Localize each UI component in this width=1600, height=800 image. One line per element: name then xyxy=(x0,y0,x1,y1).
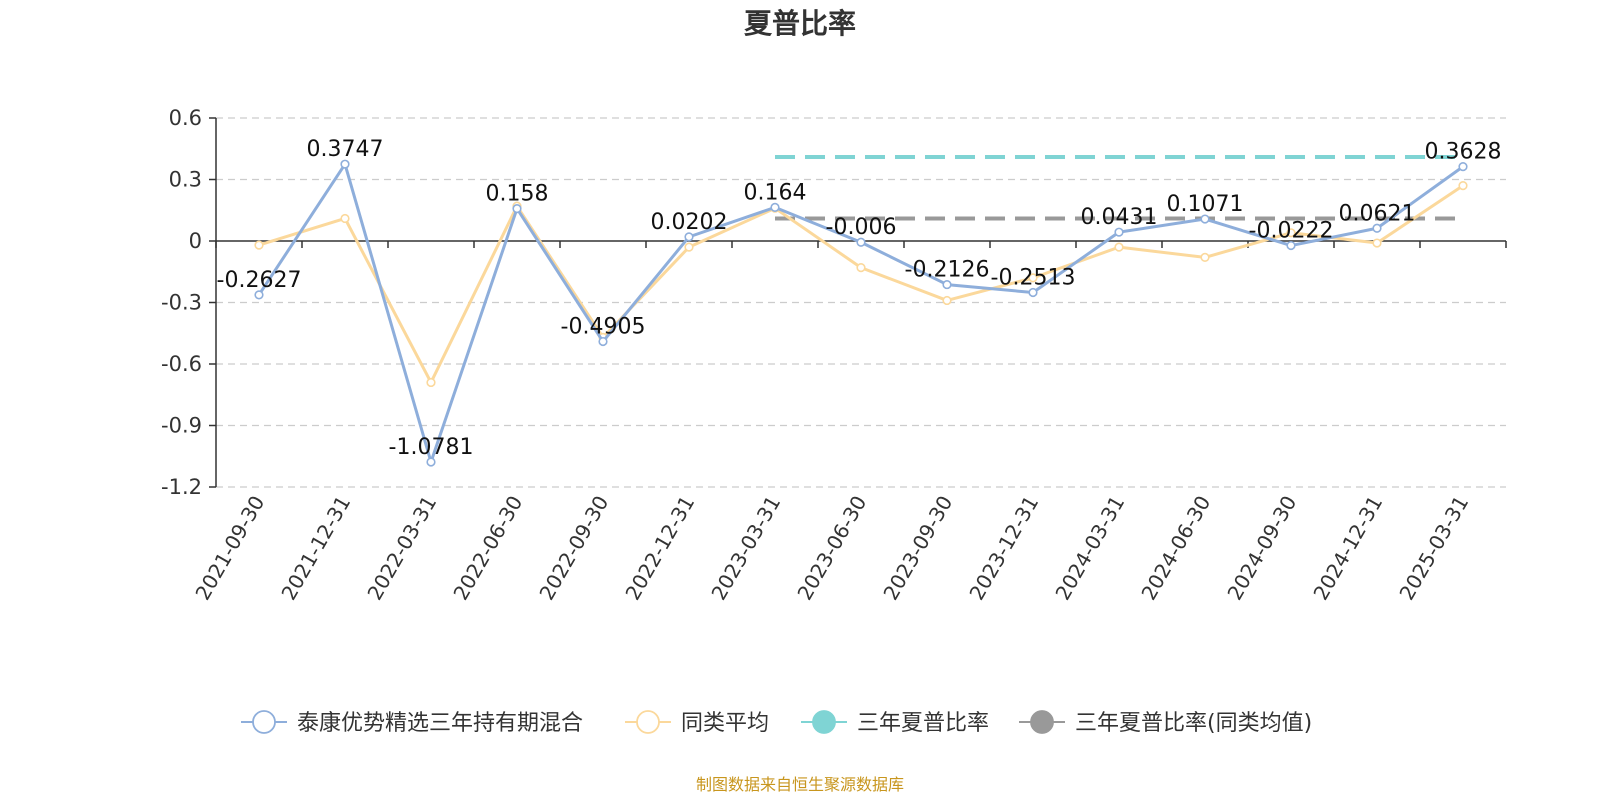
x-tick-label: 2025-03-31 xyxy=(1394,492,1473,605)
x-tick-label: 2022-12-31 xyxy=(620,492,699,605)
data-point[interactable] xyxy=(684,242,694,252)
data-point[interactable] xyxy=(1458,181,1468,191)
y-tick-label: -0.3 xyxy=(161,291,202,315)
x-tick-label: 2024-06-30 xyxy=(1136,492,1215,605)
data-point[interactable] xyxy=(942,295,952,306)
y-tick-label: 0.6 xyxy=(169,106,202,130)
y-tick-label: -0.6 xyxy=(161,352,202,376)
x-tick-label: 2022-06-30 xyxy=(448,492,527,605)
legend-marker xyxy=(636,710,660,734)
data-label: 0.1071 xyxy=(1167,192,1244,217)
y-tick-label: 0 xyxy=(189,229,202,253)
x-tick-label: 2023-12-31 xyxy=(964,492,1043,605)
data-label: -0.4905 xyxy=(561,315,646,340)
data-label: -0.2126 xyxy=(905,258,990,283)
data-point[interactable] xyxy=(1114,227,1124,237)
data-point[interactable] xyxy=(1372,223,1382,233)
data-point[interactable] xyxy=(598,336,608,347)
data-label: 0.158 xyxy=(486,182,549,207)
data-point[interactable] xyxy=(856,263,866,273)
legend-label: 三年夏普比率(同类均值) xyxy=(1075,711,1312,736)
x-tick-label: 2021-12-31 xyxy=(276,492,355,605)
x-tick-label: 2023-03-31 xyxy=(706,492,785,605)
grid-lines xyxy=(216,117,1506,488)
data-label: -1.0781 xyxy=(389,435,474,460)
data-label: -0.2627 xyxy=(217,268,302,293)
y-tick-label: -0.9 xyxy=(161,414,202,438)
data-label: 0.0621 xyxy=(1339,201,1416,226)
x-tick-label: 2023-09-30 xyxy=(878,492,957,605)
data-label: -0.0222 xyxy=(1249,219,1334,244)
data-label: -0.2513 xyxy=(991,266,1076,291)
data-point[interactable] xyxy=(1028,273,1038,283)
data-point[interactable] xyxy=(1028,287,1038,298)
data-point[interactable] xyxy=(770,202,780,212)
x-tick-label: 2021-09-30 xyxy=(190,492,269,605)
data-point[interactable] xyxy=(340,213,350,224)
data-point[interactable] xyxy=(426,377,436,388)
data-point[interactable] xyxy=(340,159,350,169)
x-tick-label: 2024-09-30 xyxy=(1222,492,1301,605)
legend-item[interactable]: 三年夏普比率(同类均值) xyxy=(1019,710,1312,736)
data-point[interactable] xyxy=(1286,228,1296,238)
legend-marker xyxy=(1030,710,1054,734)
data-label: 0.164 xyxy=(744,180,807,205)
data-point[interactable] xyxy=(1372,238,1382,248)
fund-line xyxy=(257,162,1464,464)
legend-label: 同类平均 xyxy=(681,711,769,736)
legend-item[interactable]: 泰康优势精选三年持有期混合 xyxy=(241,710,583,736)
data-point[interactable] xyxy=(512,204,522,214)
x-tick-label: 2024-12-31 xyxy=(1308,492,1387,605)
legend-item[interactable]: 三年夏普比率 xyxy=(801,710,989,736)
x-tick-label: 2022-03-31 xyxy=(362,492,441,605)
data-labels: -0.2627 0.3747 -1.0781 0.158 -0.4905 0.0202 0.… xyxy=(217,137,1502,460)
legend[interactable]: 泰康优势精选三年持有期混合 同类平均 三年夏普比率 三年夏普比率(同类均值) xyxy=(241,710,1312,736)
data-point[interactable] xyxy=(942,279,952,290)
legend-item[interactable]: 同类平均 xyxy=(625,710,769,736)
y-tick-label: 0.3 xyxy=(169,168,202,192)
data-label: 0.0202 xyxy=(651,210,728,235)
x-tick-label: 2022-09-30 xyxy=(534,492,613,605)
legend-label: 三年夏普比率 xyxy=(857,711,989,736)
data-point[interactable] xyxy=(1458,162,1468,172)
data-point[interactable] xyxy=(684,232,694,242)
source-note: 制图数据来自恒生聚源数据库 xyxy=(696,775,904,794)
data-point[interactable] xyxy=(254,290,264,300)
data-point[interactable] xyxy=(856,237,866,247)
legend-marker xyxy=(252,710,276,734)
data-point[interactable] xyxy=(1200,252,1210,262)
x-tick-label: 2024-03-31 xyxy=(1050,492,1129,605)
data-point[interactable] xyxy=(254,240,264,250)
chart-title: 夏普比率 xyxy=(744,7,856,40)
data-label: 0.3747 xyxy=(307,137,384,162)
data-point[interactable] xyxy=(1200,214,1210,224)
data-label: 0.3628 xyxy=(1425,140,1502,165)
series-lines xyxy=(254,154,1468,467)
data-label: -0.006 xyxy=(826,215,897,240)
data-point[interactable] xyxy=(1114,242,1124,252)
data-point[interactable] xyxy=(1286,240,1296,251)
data-label: 0.0431 xyxy=(1081,205,1158,230)
legend-label: 泰康优势精选三年持有期混合 xyxy=(297,711,583,736)
x-tick-label: 2023-06-30 xyxy=(792,492,871,605)
y-tick-label: -1.2 xyxy=(161,475,202,499)
legend-marker xyxy=(812,710,836,734)
data-point[interactable] xyxy=(426,457,436,467)
